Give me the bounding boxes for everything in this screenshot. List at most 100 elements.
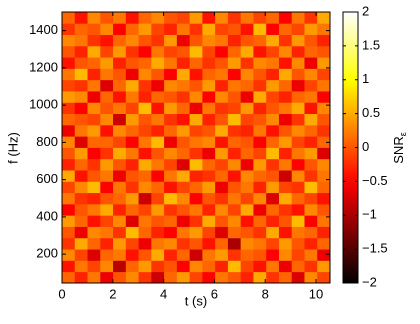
heatmap-cell xyxy=(151,102,165,115)
heatmap-cell xyxy=(164,271,178,284)
heatmap-cell xyxy=(304,260,318,273)
heatmap-cell xyxy=(227,215,242,227)
heatmap-cell xyxy=(176,12,191,24)
heatmap xyxy=(62,12,331,284)
heatmap-cell xyxy=(138,68,152,81)
heatmap-cell xyxy=(202,102,216,115)
colorbar-tick-label: 1.5 xyxy=(362,37,380,52)
heatmap-cell xyxy=(151,249,165,261)
x-axis-label: t (s) xyxy=(185,293,207,308)
heatmap-cell xyxy=(113,237,127,250)
heatmap-cell xyxy=(125,237,139,250)
heatmap-cell xyxy=(100,181,114,194)
heatmap-cell xyxy=(125,192,139,205)
heatmap-cell xyxy=(74,34,88,47)
heatmap-cell xyxy=(100,203,114,216)
heatmap-cell xyxy=(62,57,76,69)
heatmap-cell xyxy=(291,91,305,103)
heatmap-cell xyxy=(202,249,216,261)
heatmap-cell xyxy=(176,192,191,205)
heatmap-cell xyxy=(125,34,139,47)
heatmap-cell xyxy=(151,237,165,250)
heatmap-cell xyxy=(253,91,267,103)
heatmap-cell xyxy=(164,147,178,160)
heatmap-cell xyxy=(215,249,229,261)
heatmap-cell xyxy=(87,45,101,58)
heatmap-cell xyxy=(74,215,88,227)
heatmap-cell xyxy=(240,113,254,126)
heatmap-cell xyxy=(278,113,293,126)
heatmap-cell xyxy=(87,12,101,24)
heatmap-cell xyxy=(202,136,216,148)
heatmap-cell xyxy=(100,158,114,171)
heatmap-cell xyxy=(227,91,242,103)
heatmap-cell xyxy=(304,249,318,261)
heatmap-cell xyxy=(317,124,331,137)
heatmap-cell xyxy=(74,79,88,92)
heatmap-cell xyxy=(74,124,88,137)
heatmap-cell xyxy=(125,147,139,160)
heatmap-cell xyxy=(253,158,267,171)
heatmap-cell xyxy=(189,271,203,284)
heatmap-cell xyxy=(100,102,114,115)
heatmap-cell xyxy=(202,113,216,126)
heatmap-cell xyxy=(87,158,101,171)
heatmap-cell xyxy=(253,147,267,160)
heatmap-cell xyxy=(164,249,178,261)
heatmap-cell xyxy=(291,79,305,92)
heatmap-cell xyxy=(189,158,203,171)
heatmap-cell xyxy=(62,192,76,205)
heatmap-cell xyxy=(138,34,152,47)
heatmap-cell xyxy=(164,203,178,216)
heatmap-cell xyxy=(113,12,127,24)
heatmap-cell xyxy=(151,45,165,58)
heatmap-cell xyxy=(113,113,127,126)
heatmap-cell xyxy=(151,147,165,160)
heatmap-cell xyxy=(253,237,267,250)
heatmap-cell xyxy=(151,12,165,24)
heatmap-cell xyxy=(176,203,191,216)
heatmap-cell xyxy=(138,226,152,239)
heatmap-cell xyxy=(100,260,114,273)
heatmap-cell xyxy=(62,34,76,47)
heatmap-cell xyxy=(291,226,305,239)
heatmap-cell xyxy=(100,136,114,148)
heatmap-cell xyxy=(240,91,254,103)
heatmap-cell xyxy=(176,226,191,239)
heatmap-cell xyxy=(164,34,178,47)
heatmap-cell xyxy=(215,203,229,216)
heatmap-cell xyxy=(151,136,165,148)
heatmap-cell xyxy=(240,45,254,58)
heatmap-cell xyxy=(87,237,101,250)
heatmap-cell xyxy=(113,68,127,81)
heatmap-cell xyxy=(227,102,242,115)
heatmap-cell xyxy=(278,23,293,35)
heatmap-cell xyxy=(304,215,318,227)
heatmap-cell xyxy=(138,102,152,115)
heatmap-cell xyxy=(253,57,267,69)
heatmap-cell xyxy=(253,260,267,273)
heatmap-cell xyxy=(87,192,101,205)
heatmap-cell xyxy=(138,79,152,92)
heatmap-cell xyxy=(240,170,254,182)
heatmap-cell xyxy=(291,249,305,261)
heatmap-cell xyxy=(215,113,229,126)
heatmap-cell xyxy=(266,158,280,171)
heatmap-cell xyxy=(74,181,88,194)
heatmap-cell xyxy=(62,170,76,182)
heatmap-cell xyxy=(100,215,114,227)
heatmap-cell xyxy=(100,147,114,160)
heatmap-cell xyxy=(266,68,280,81)
y-tick-label: 1400 xyxy=(29,22,58,37)
heatmap-cell xyxy=(62,260,76,273)
heatmap-cell xyxy=(317,237,331,250)
heatmap-cell xyxy=(87,102,101,115)
heatmap-cell xyxy=(189,147,203,160)
heatmap-cell xyxy=(304,68,318,81)
heatmap-cell xyxy=(125,91,139,103)
x-tick-label: 2 xyxy=(109,286,116,301)
heatmap-cell xyxy=(215,45,229,58)
heatmap-cell xyxy=(100,57,114,69)
heatmap-cell xyxy=(113,124,127,137)
